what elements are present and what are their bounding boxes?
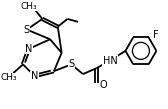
Text: CH₃: CH₃ <box>0 73 17 82</box>
Text: S: S <box>68 59 74 69</box>
Text: N: N <box>25 44 32 54</box>
Text: O: O <box>99 80 107 90</box>
Text: N: N <box>31 71 38 81</box>
Text: CH₃: CH₃ <box>20 2 37 11</box>
Text: S: S <box>24 25 30 35</box>
Text: F: F <box>153 30 158 40</box>
Text: HN: HN <box>103 55 117 66</box>
